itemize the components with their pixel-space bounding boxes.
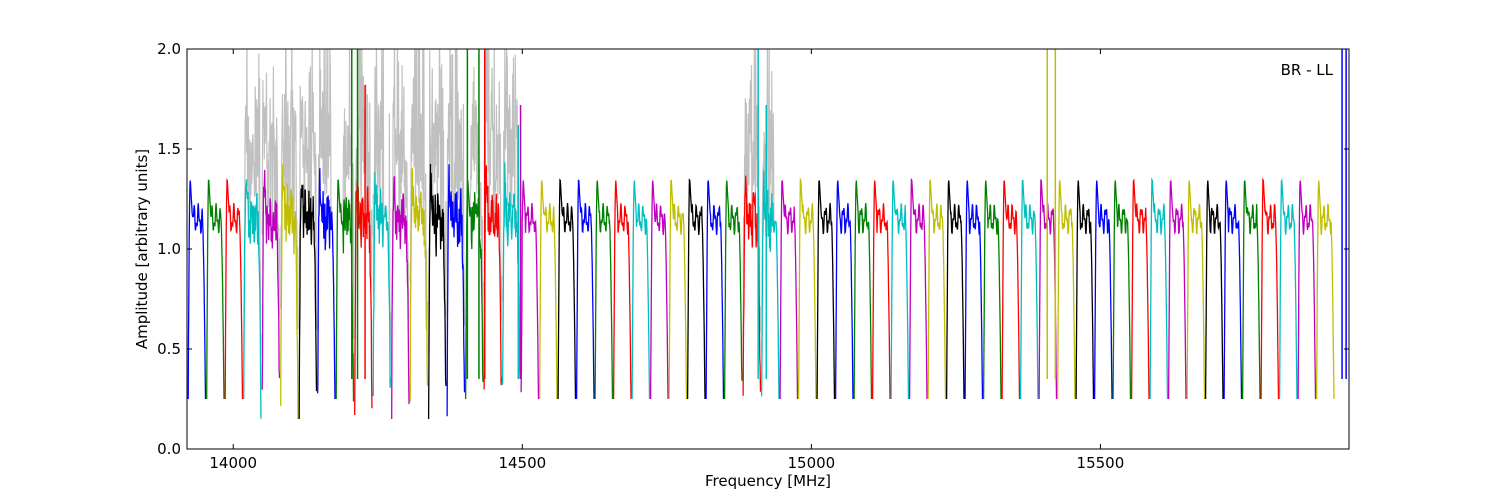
subband-series-line: [797, 177, 817, 400]
subband-series-line: [538, 180, 558, 400]
background-trace: [483, 49, 503, 322]
x-tick-label: 14000: [209, 454, 257, 472]
subband-series-line: [1149, 177, 1169, 400]
subband-series-line: [908, 177, 928, 400]
subband-series-line: [427, 163, 447, 420]
spike-layer: [351, 49, 1347, 379]
subband-series-line: [1112, 180, 1132, 400]
subband-series-line: [594, 180, 614, 400]
subband-series-line: [446, 164, 466, 417]
x-tick-label: 14500: [498, 454, 546, 472]
background-trace: [261, 66, 281, 317]
subband-series-line: [779, 180, 799, 400]
subband-series-line: [1315, 180, 1335, 400]
x-tick-label: 15500: [1077, 454, 1125, 472]
subband-series-line: [705, 180, 725, 400]
subband-series-line: [760, 170, 780, 400]
subband-series-line: [612, 180, 632, 400]
baseline-annotation: BR - LL: [1281, 61, 1334, 79]
y-tick-label: 0.0: [157, 440, 181, 458]
background-trace: [502, 49, 521, 362]
subband-series-line: [631, 180, 651, 400]
background-trace: [409, 49, 429, 321]
subband-series-line: [187, 180, 207, 400]
subband-series-line: [372, 171, 392, 397]
y-tick-label: 0.5: [157, 340, 181, 358]
background-trace: [446, 49, 466, 397]
subband-series-line: [1223, 180, 1243, 400]
subband-series-line: [853, 180, 873, 400]
subband-series-line: [1056, 180, 1076, 400]
y-axis: 0.0 0.5 1.0 1.5 2.0: [157, 40, 1349, 458]
subband-series-line: [335, 179, 355, 402]
series-layer: [187, 162, 1335, 420]
subband-series-line: [409, 167, 429, 402]
y-tick-label: 1.5: [157, 140, 181, 158]
x-axis: 14000 14500 15000 15500: [209, 49, 1124, 472]
subband-series-line: [280, 164, 299, 420]
subband-series-line: [224, 178, 244, 400]
subband-series-line: [501, 162, 521, 385]
y-tick-label: 1.0: [157, 240, 181, 258]
background-trace: [298, 49, 318, 335]
subband-series-line: [1297, 180, 1317, 400]
subband-series-line: [723, 180, 743, 400]
subband-series-line: [391, 176, 410, 420]
subband-series-line: [557, 178, 577, 400]
subband-series-line: [1278, 178, 1298, 400]
subband-series-line: [649, 180, 669, 400]
subband-series-line: [686, 178, 706, 400]
subband-series-line: [243, 179, 262, 419]
subband-series-line: [1186, 180, 1206, 400]
x-axis-title: Frequency [MHz]: [705, 472, 831, 490]
subband-series-line: [520, 180, 540, 400]
subband-series-line: [890, 180, 910, 400]
subband-series-line: [464, 180, 484, 400]
y-tick-label: 2.0: [157, 40, 181, 58]
subband-series-line: [1260, 177, 1280, 400]
subband-series-line: [945, 180, 965, 400]
subband-series-line: [1075, 180, 1095, 400]
subband-series-line: [575, 179, 595, 400]
subband-series-line: [834, 180, 854, 400]
background-trace: [391, 49, 410, 374]
x-tick-label: 15000: [787, 454, 835, 472]
subband-series-line: [261, 169, 281, 390]
background-trace: [243, 49, 262, 400]
subband-series-line: [1167, 180, 1187, 400]
subband-series-line: [816, 180, 836, 400]
subband-series-line: [317, 168, 336, 400]
subband-series-line: [964, 180, 984, 400]
subband-series-line: [1093, 180, 1113, 400]
subband-series-line: [483, 165, 503, 390]
subband-series-line: [298, 184, 318, 420]
subband-series-line: [668, 179, 688, 400]
y-axis-title: Amplitude [arbitrary units]: [133, 149, 151, 349]
subband-series-line: [1204, 180, 1224, 400]
subband-series-line: [1130, 178, 1150, 400]
subband-series-line: [1001, 180, 1021, 400]
subband-series-line: [927, 179, 947, 400]
subband-series-line: [206, 179, 225, 400]
subband-series-line: [1019, 179, 1039, 400]
background-trace: [280, 49, 299, 330]
subband-series-line: [871, 180, 891, 400]
subband-series-line: [982, 180, 1002, 400]
subband-series-line: [1241, 180, 1261, 400]
